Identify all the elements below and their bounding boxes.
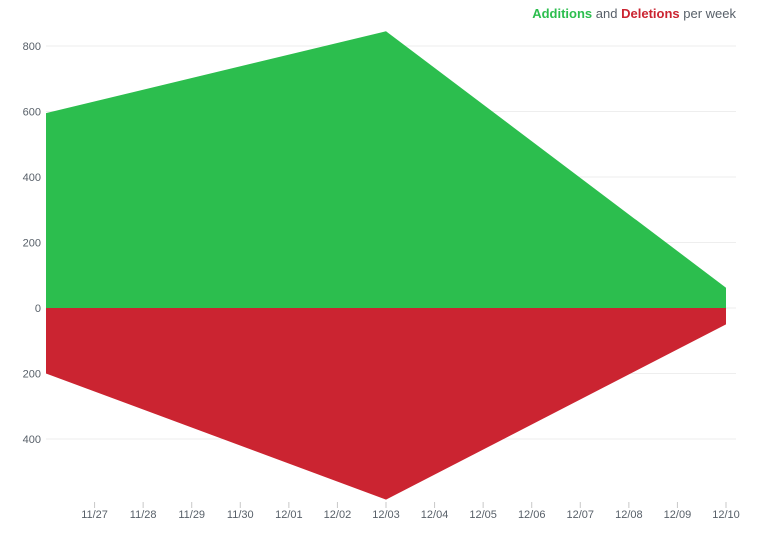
x-axis-ticks: 11/27 11/28 11/29 11/30 12/01 12/02 12/03 12/04…: [81, 502, 740, 521]
legend-deletions: Deletions: [621, 6, 680, 21]
x-tick-label: 12/08: [615, 509, 643, 521]
y-tick-label: 200: [23, 369, 41, 381]
y-tick-label: 0: [35, 303, 41, 315]
y-tick-label: 400: [23, 434, 41, 446]
x-tick-label: 11/29: [178, 509, 205, 521]
y-tick-label: 200: [23, 238, 41, 250]
x-tick-label: 12/10: [712, 509, 740, 521]
y-tick-label: 400: [23, 172, 41, 184]
x-tick-label: 12/06: [518, 509, 546, 521]
x-tick-label: 12/05: [469, 509, 497, 521]
y-axis-ticks: 800 600 400 200 0 200 400: [23, 41, 41, 446]
area-series: [46, 31, 726, 500]
y-tick-label: 600: [23, 107, 41, 119]
legend-additions: Additions: [532, 6, 593, 21]
chart-legend: Additions and Deletions per week: [532, 6, 736, 21]
x-tick-label: 11/30: [227, 509, 254, 521]
legend-suffix: per week: [683, 6, 736, 21]
x-tick-label: 12/02: [324, 509, 352, 521]
x-tick-label: 12/09: [664, 509, 692, 521]
x-tick-label: 12/01: [275, 509, 303, 521]
x-tick-label: 11/28: [130, 509, 157, 521]
y-tick-label: 800: [23, 41, 41, 53]
x-tick-label: 12/04: [421, 509, 449, 521]
x-tick-label: 12/03: [372, 509, 400, 521]
x-tick-label: 11/27: [81, 509, 108, 521]
deletions-area: [46, 308, 726, 500]
legend-and: and: [595, 6, 618, 21]
x-tick-label: 12/07: [567, 509, 595, 521]
additions-area: [46, 31, 726, 308]
